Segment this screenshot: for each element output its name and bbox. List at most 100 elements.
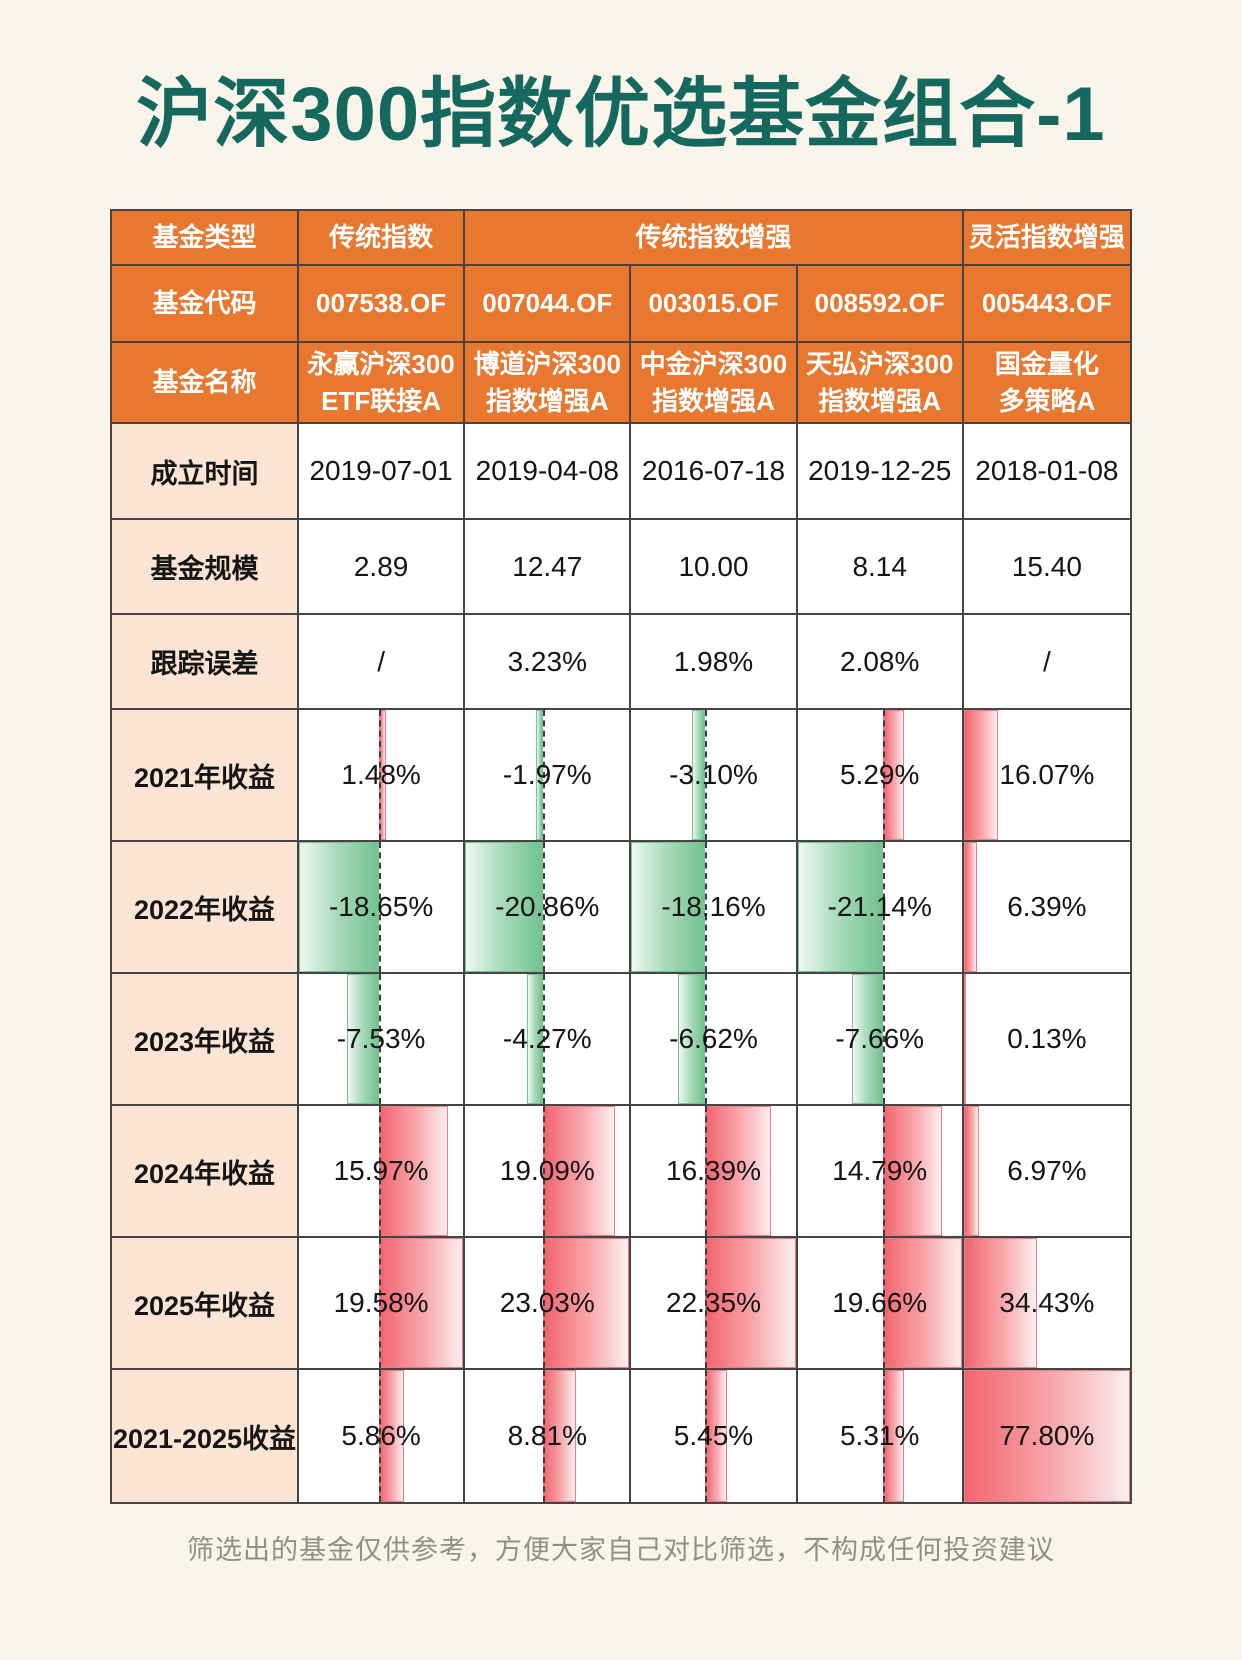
return-value: -7.66% [835, 1023, 925, 1054]
bar-axis-line [882, 710, 885, 840]
bar-axis-line [543, 842, 546, 972]
return-value-cell: -4.27% [465, 974, 632, 1106]
bar-axis-line [379, 1106, 382, 1236]
row-label-text: 2021-2025收益 [112, 1423, 297, 1454]
bar-axis-line [704, 842, 707, 972]
page-title: 沪深300指数优选基金组合-1 [136, 72, 1106, 157]
return-value: 0.13% [1007, 1023, 1087, 1054]
negative-data-bar [346, 974, 380, 1104]
bar-axis-line [543, 1106, 546, 1236]
fund-name-line: 多策略A [998, 385, 1096, 416]
row-label: 基金类型 [112, 211, 299, 266]
row-label: 基金名称 [112, 343, 299, 424]
info-value-cell: 2016-07-18 [631, 424, 798, 520]
cell-value: 2.89 [353, 550, 409, 582]
return-value-cell: 6.97% [963, 1106, 1130, 1238]
row-label: 基金规模 [112, 520, 299, 615]
row-label: 2021-2025收益 [112, 1370, 299, 1502]
cell-value: 2018-01-08 [975, 455, 1119, 486]
return-value: -18.16% [661, 891, 766, 922]
bar-axis-line [543, 974, 546, 1104]
fund-code-cell: 003015.OF [631, 266, 798, 343]
return-value-cell: 15.97% [299, 1106, 466, 1238]
row-label-text: 成立时间 [150, 458, 259, 489]
bar-axis-line [379, 974, 382, 1104]
return-value: -7.53% [336, 1023, 426, 1054]
cell-value: 10.00 [678, 550, 749, 582]
return-value: -3.10% [669, 759, 758, 790]
fund-code-cell: 007538.OF [299, 266, 466, 343]
return-value-cell: 5.31% [797, 1370, 964, 1502]
return-value-cell: -18.16% [631, 842, 798, 974]
fund-code-cell: 005443.OF [963, 266, 1130, 343]
return-value-cell: 6.39% [963, 842, 1130, 974]
return-value-cell: 16.39% [631, 1106, 798, 1238]
info-value-cell: 2.89 [299, 520, 466, 615]
positive-data-bar [963, 842, 978, 972]
bar-axis-line [379, 710, 382, 840]
negative-data-bar [465, 842, 544, 972]
negative-data-bar [692, 710, 705, 840]
cell-value: 008592.OF [814, 288, 945, 318]
fund-code-cell: 008592.OF [797, 266, 964, 343]
fund-name-line: 指数增强A [485, 385, 609, 416]
negative-data-bar [797, 842, 883, 972]
cell-value: 1.98% [673, 645, 754, 677]
bar-axis-line [882, 974, 885, 1104]
info-value-cell: 8.14 [797, 520, 964, 615]
cell-value: 2.08% [839, 645, 920, 677]
info-value-cell: / [299, 615, 466, 710]
row-label-text: 基金类型 [152, 222, 257, 252]
cell-value: 灵活指数增强 [968, 222, 1125, 252]
cell-value: 15.40 [1011, 550, 1082, 582]
row-label: 2025年收益 [112, 1238, 299, 1370]
negative-data-bar [631, 842, 705, 972]
return-value: -18.65% [328, 891, 434, 922]
return-value-cell: 77.80% [963, 1370, 1130, 1502]
info-value-cell: 2019-04-08 [465, 424, 632, 520]
fund-name-line: 指数增强A [652, 385, 775, 416]
info-value-cell: 12.47 [465, 520, 632, 615]
cell-value: 2019-12-25 [808, 455, 952, 486]
info-value-cell: 2019-12-25 [797, 424, 964, 520]
fund-name-cell: 天弘沪深300 指数增强A [797, 343, 964, 424]
positive-data-bar [543, 1370, 577, 1502]
positive-data-bar [704, 1238, 796, 1368]
positive-data-bar [963, 710, 999, 840]
return-value-cell: 22.35% [631, 1238, 798, 1370]
cell-value: / [1043, 645, 1051, 677]
bar-axis-line [704, 1370, 707, 1502]
return-value-cell: 5.86% [299, 1370, 466, 1502]
bar-axis-line [882, 1106, 885, 1236]
fund-name-line: 国金量化 [994, 348, 1099, 379]
cell-value: 3.23% [507, 645, 587, 677]
row-label-text: 基金代码 [152, 288, 257, 318]
return-value-cell: -20.86% [465, 842, 632, 974]
bar-axis-line [704, 1238, 707, 1368]
cell-value: 12.47 [512, 550, 583, 582]
return-value-cell: -3.10% [631, 710, 798, 842]
return-value: 19.58% [333, 1287, 429, 1318]
positive-data-bar [543, 1106, 615, 1236]
fund-type-cell: 灵活指数增强 [963, 211, 1130, 266]
positive-data-bar [963, 1370, 1130, 1502]
row-label: 2024年收益 [112, 1106, 299, 1238]
bar-axis-line [882, 1370, 885, 1502]
row-label-text: 基金规模 [150, 554, 259, 584]
return-value: 23.03% [499, 1287, 595, 1318]
info-value-cell: 15.40 [963, 520, 1130, 615]
return-value-cell: 19.66% [797, 1238, 964, 1370]
negative-data-bar [527, 974, 544, 1104]
cell-value: 8.14 [852, 550, 907, 582]
fund-type-cell: 传统指数 [299, 211, 466, 266]
return-value: 16.07% [999, 759, 1095, 790]
bar-axis-line [882, 842, 885, 972]
bar-axis-line [704, 974, 707, 1104]
cell-value: 2019-04-08 [475, 455, 619, 486]
row-label-text: 跟踪误差 [150, 649, 259, 679]
info-value-cell: 3.23% [465, 615, 632, 710]
fund-name-line: ETF联接A [321, 385, 442, 416]
positive-data-bar [543, 1238, 630, 1368]
row-label-text: 基金名称 [152, 367, 257, 397]
